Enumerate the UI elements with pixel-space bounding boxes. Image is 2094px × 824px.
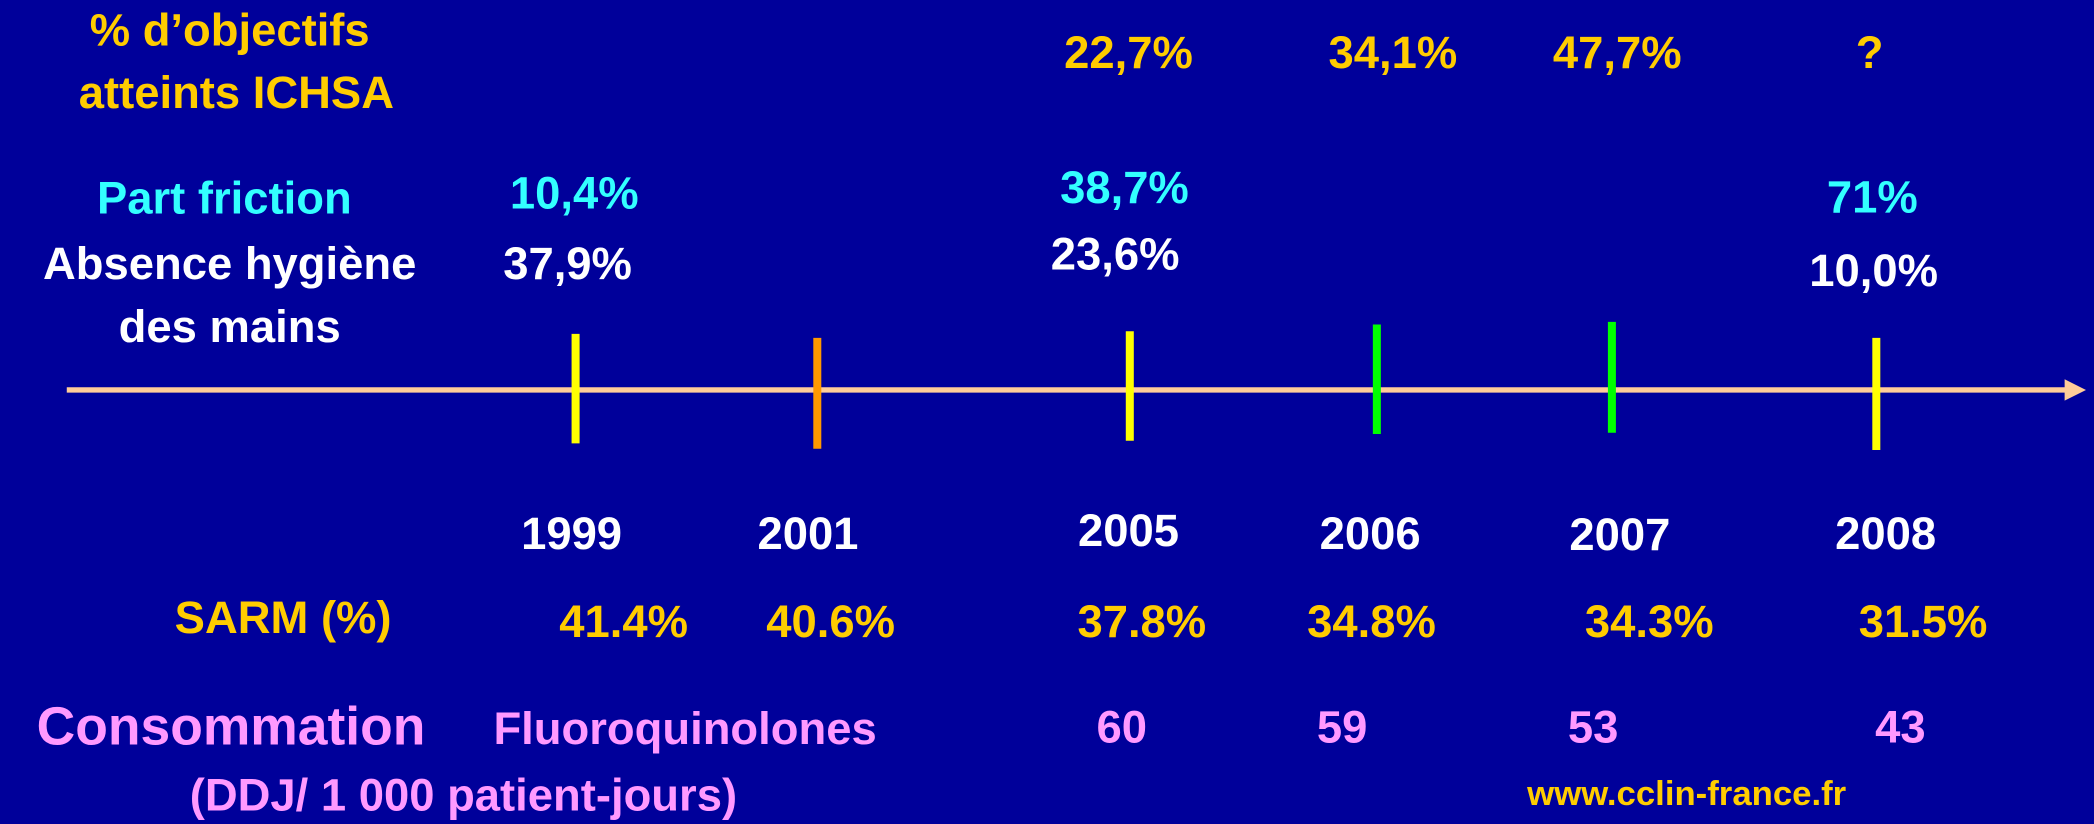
consumption-unit: (DDJ/ 1 000 patient-jours) xyxy=(190,770,737,821)
year: 2005 xyxy=(1078,505,1179,556)
objectives-label: % d’objectifs xyxy=(90,4,370,55)
friction-value: 38,7% xyxy=(1060,162,1189,213)
hygiene-label: Absence hygiène xyxy=(43,238,416,289)
consumption-drug: Fluoroquinolones xyxy=(493,703,876,754)
consumption-value: 60 xyxy=(1097,702,1148,753)
sarm-label: SARM (%) xyxy=(175,592,392,643)
sarm-value: 31.5% xyxy=(1859,596,1988,647)
timeline-arrow xyxy=(2064,379,2086,401)
friction-value: 71% xyxy=(1827,171,1918,222)
hygiene-value: 37,9% xyxy=(503,238,632,289)
consumption-value: 59 xyxy=(1317,702,1368,753)
sarm-value: 40.6% xyxy=(766,596,895,647)
consumption-value: 43 xyxy=(1875,702,1926,753)
sarm-value: 34.8% xyxy=(1307,596,1436,647)
friction-label: Part friction xyxy=(97,173,352,224)
objectives-value: 34,1% xyxy=(1329,27,1458,78)
source: www.cclin-france.fr xyxy=(1526,775,1846,813)
year: 2006 xyxy=(1320,508,1421,559)
friction-value: 10,4% xyxy=(510,167,639,218)
objectives-value: ? xyxy=(1856,27,1884,78)
sarm-value: 41.4% xyxy=(559,596,688,647)
objectives-label: atteints ICHSA xyxy=(79,67,394,118)
hygiene-value: 10,0% xyxy=(1809,245,1938,296)
objectives-value: 22,7% xyxy=(1064,27,1193,78)
hygiene-value: 23,6% xyxy=(1051,229,1180,280)
consumption-value: 53 xyxy=(1568,702,1619,753)
year: 2008 xyxy=(1835,508,1936,559)
sarm-value: 34.3% xyxy=(1585,596,1714,647)
year: 2007 xyxy=(1569,509,1670,560)
sarm-value: 37.8% xyxy=(1077,596,1206,647)
consumption-label: Consommation xyxy=(37,698,426,757)
year: 2001 xyxy=(757,508,858,559)
hygiene-label: des mains xyxy=(119,301,341,352)
objectives-value: 47,7% xyxy=(1553,27,1682,78)
year: 1999 xyxy=(521,508,622,559)
